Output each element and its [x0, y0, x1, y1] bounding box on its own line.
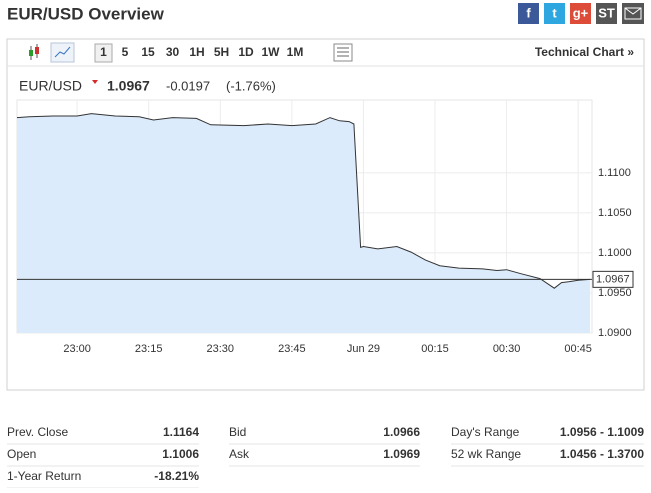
- social-label: ST: [598, 5, 615, 20]
- x-tick-label: 00:15: [421, 343, 449, 355]
- change: -0.0197: [166, 78, 210, 93]
- social-label: t: [552, 5, 557, 20]
- y-tick-label: 1.1000: [598, 247, 632, 259]
- price: 1.0967: [107, 78, 150, 94]
- symbol: EUR/USD: [19, 78, 82, 94]
- technical-chart-link[interactable]: Technical Chart »: [535, 45, 634, 59]
- y-tick-label: 1.0900: [598, 327, 632, 339]
- y-tick-label: 1.1100: [598, 167, 631, 179]
- title: EUR/USD Overview: [7, 4, 165, 23]
- candle-icon[interactable]: [29, 44, 39, 60]
- stat-value: 1.0969: [383, 447, 420, 461]
- x-tick-label: 23:45: [278, 343, 306, 355]
- line-icon[interactable]: [50, 42, 75, 63]
- social-button[interactable]: [544, 3, 565, 24]
- stat-value: 1.0966: [383, 425, 420, 439]
- stat-value: 1.1164: [163, 425, 199, 439]
- y-tick-label: 1.0950: [598, 287, 632, 299]
- change-pct: (-1.76%): [226, 78, 276, 93]
- stat-label: 52 wk Range: [451, 447, 521, 461]
- stat-value: 1.0956 - 1.1009: [560, 425, 644, 439]
- line-icon-glyph: [54, 46, 71, 58]
- x-tick-label: 23:30: [207, 343, 235, 355]
- interval-selected: [94, 43, 113, 63]
- stat-label: Bid: [229, 425, 246, 439]
- interval-button[interactable]: 30: [166, 45, 180, 59]
- last-price-label: 1.0967: [596, 273, 630, 285]
- interval-button[interactable]: 5: [122, 45, 129, 59]
- interval-button[interactable]: 1H: [189, 45, 204, 59]
- interval-button[interactable]: 1D: [238, 45, 254, 59]
- stat-label: Prev. Close: [7, 425, 68, 439]
- stat-label: Day's Range: [451, 425, 520, 439]
- stat-value: -18.21%: [154, 469, 199, 483]
- social-button[interactable]: [570, 3, 591, 24]
- down-arrow: [92, 80, 98, 84]
- stat-value: 1.0456 - 1.3700: [560, 447, 644, 461]
- email-glyph: [624, 7, 642, 20]
- interval-button[interactable]: 1W: [262, 45, 281, 59]
- interval-button[interactable]: 1M: [287, 45, 304, 59]
- interval-button[interactable]: 15: [141, 45, 155, 59]
- x-tick-label: 23:00: [63, 343, 91, 355]
- chart-frame: [6, 38, 645, 391]
- price-line: [16, 113, 591, 289]
- social-label: g+: [573, 5, 589, 20]
- x-tick-label: 00:30: [493, 343, 521, 355]
- x-tick-label: Jun 29: [347, 343, 380, 355]
- interval-button[interactable]: 5H: [214, 45, 229, 59]
- social-label: f: [526, 5, 531, 20]
- x-tick-label: 23:15: [135, 343, 163, 355]
- stat-label: Open: [7, 447, 36, 461]
- y-tick-label: 1.1050: [598, 207, 632, 219]
- stat-value: 1.1006: [162, 447, 199, 461]
- stat-label: 1-Year Return: [7, 469, 81, 483]
- area: [17, 113, 591, 333]
- social-button[interactable]: [596, 3, 617, 24]
- interval-button[interactable]: 1: [100, 45, 107, 59]
- last-price-box: [592, 270, 634, 288]
- social-button[interactable]: [518, 3, 539, 24]
- stat-label: Ask: [229, 447, 250, 461]
- x-tick-label: 00:45: [564, 343, 592, 355]
